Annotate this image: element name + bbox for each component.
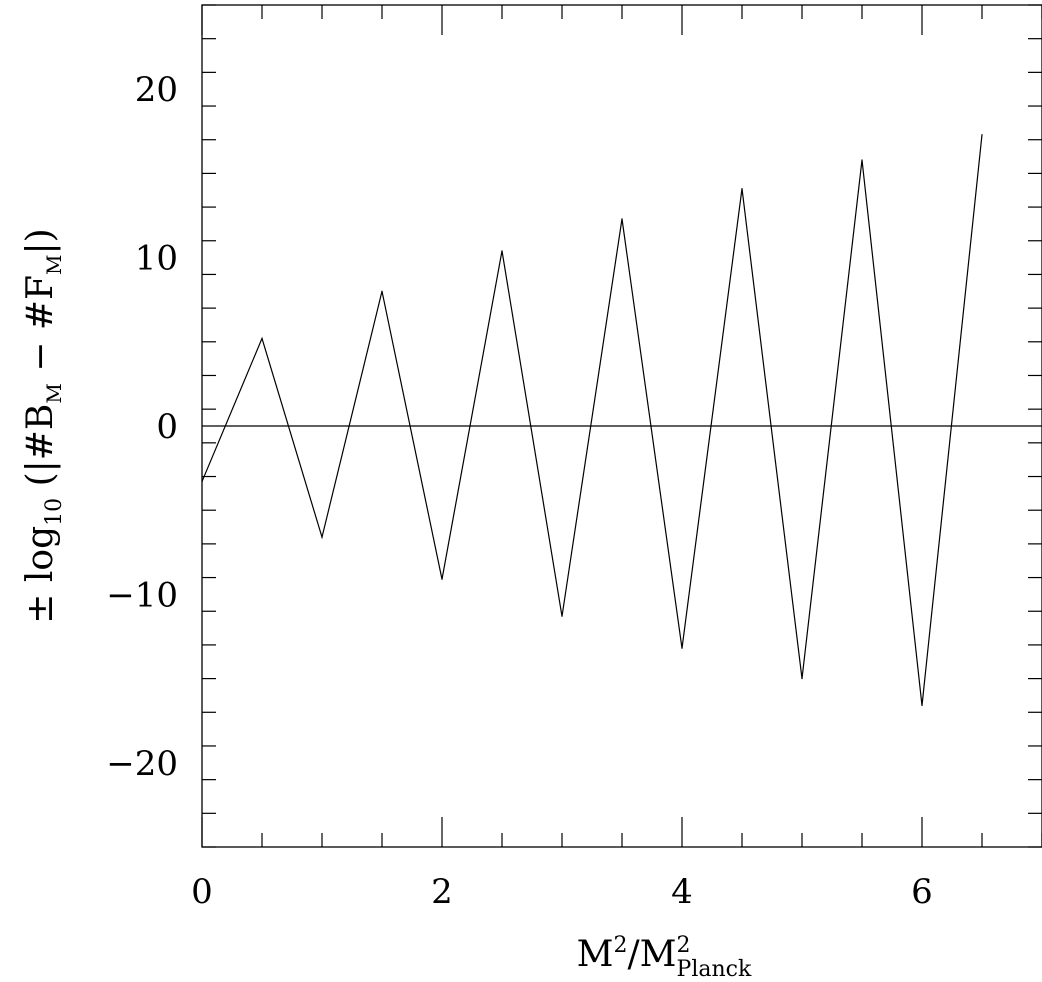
data-series-line — [201, 134, 983, 706]
y-label-sub-f: M — [42, 254, 66, 274]
x-label-sub2: Planck — [677, 957, 752, 982]
x-label-base: M — [577, 934, 614, 975]
data-point — [261, 337, 263, 340]
y-tick-label: 10 — [135, 239, 178, 279]
y-label-sub-b: M — [42, 383, 66, 403]
data-point — [621, 218, 623, 220]
y-label-open: (|#B — [20, 404, 61, 498]
y-label-minus: − #F — [20, 275, 61, 383]
y-label-close: |) — [20, 228, 61, 254]
x-tick-label: 2 — [431, 872, 453, 912]
y-tick-label: −10 — [106, 575, 178, 615]
data-point — [921, 704, 923, 707]
x-label-sup: 2 — [614, 933, 628, 958]
data-point — [981, 134, 983, 136]
y-ticks — [202, 4, 1042, 848]
y-tick-label: 20 — [135, 70, 178, 110]
y-tick-label: −20 — [106, 744, 178, 784]
data-point — [381, 290, 383, 292]
data-point — [441, 578, 443, 580]
x-label-base2: M — [640, 934, 677, 975]
x-tick-label: 0 — [191, 872, 213, 912]
x-ticks — [201, 5, 1042, 847]
data-point — [681, 647, 683, 649]
data-point — [801, 678, 803, 680]
x-label-sup2: 2 — [677, 933, 691, 958]
y-label-prefix: ± log — [20, 526, 61, 624]
y-tick-labels: −20 −10 0 10 20 — [106, 70, 178, 784]
x-label-sep: / — [628, 934, 641, 975]
y-tick-label: 0 — [156, 407, 178, 447]
data-point — [561, 615, 563, 617]
data-point — [501, 250, 503, 252]
data-point — [741, 187, 743, 190]
x-tick-label: 6 — [911, 872, 933, 912]
y-label-sub: 10 — [42, 498, 67, 526]
y-axis-label: ± log10 (|#BM − #FM|) — [20, 228, 67, 623]
x-axis-label: M2/M2 Planck — [577, 933, 752, 982]
data-point — [201, 480, 203, 483]
data-point — [861, 159, 863, 161]
x-tick-labels: 0 2 4 6 — [191, 872, 933, 912]
data-point — [321, 536, 323, 538]
data-points — [201, 134, 983, 707]
x-tick-label: 4 — [671, 872, 693, 912]
